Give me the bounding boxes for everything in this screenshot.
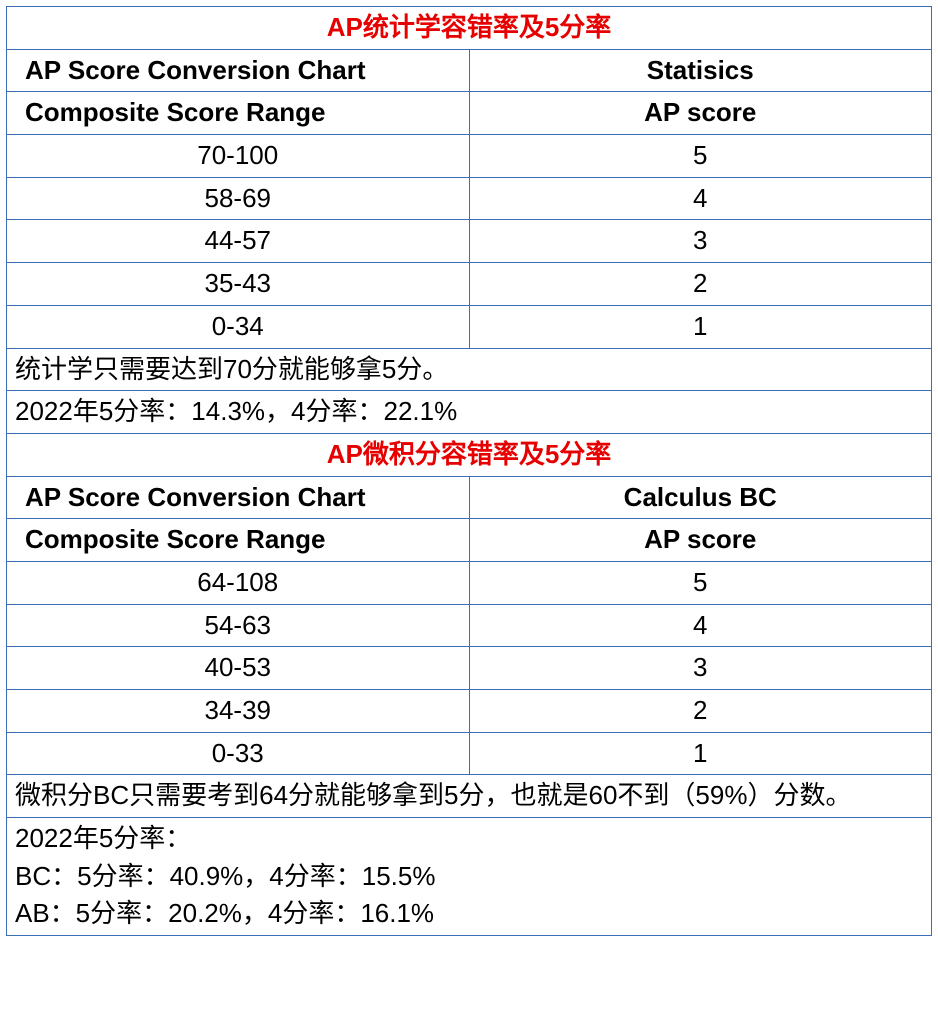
table-row: 34-392 [7,690,932,733]
ap-score: 4 [469,604,932,647]
ap-score: 4 [469,177,932,220]
table-row: 64-1085 [7,561,932,604]
ap-score: 5 [469,135,932,178]
table-row: 44-573 [7,220,932,263]
score-range: 34-39 [7,690,470,733]
header-left-2: Composite Score Range [7,92,470,135]
ap-score: 3 [469,647,932,690]
table-row: 54-634 [7,604,932,647]
score-range: 0-33 [7,732,470,775]
section-title-row: AP统计学容错率及5分率 [7,7,932,50]
ap-score-table: AP统计学容错率及5分率 AP Score Conversion Chart S… [6,6,932,936]
score-range: 35-43 [7,263,470,306]
header-left-2: Composite Score Range [7,519,470,562]
header-row-1: AP Score Conversion Chart Calculus BC [7,476,932,519]
note-row: 2022年5分率：14.3%，4分率：22.1% [7,391,932,434]
table-row: 35-432 [7,263,932,306]
header-row-2: Composite Score Range AP score [7,519,932,562]
header-right-1: Statisics [469,49,932,92]
section-title: AP微积分容错率及5分率 [7,433,932,476]
header-right-2: AP score [469,92,932,135]
note-text: 统计学只需要达到70分就能够拿5分。 [7,348,932,391]
score-range: 44-57 [7,220,470,263]
table-row: 0-341 [7,305,932,348]
header-row-1: AP Score Conversion Chart Statisics [7,49,932,92]
score-range: 0-34 [7,305,470,348]
score-range: 58-69 [7,177,470,220]
header-row-2: Composite Score Range AP score [7,92,932,135]
table-row: 58-694 [7,177,932,220]
note-row: 统计学只需要达到70分就能够拿5分。 [7,348,932,391]
note-row: 2022年5分率： BC：5分率：40.9%，4分率：15.5% AB：5分率：… [7,818,932,936]
score-range: 64-108 [7,561,470,604]
ap-score: 1 [469,305,932,348]
score-range: 70-100 [7,135,470,178]
header-left-1: AP Score Conversion Chart [7,49,470,92]
table-row: 40-533 [7,647,932,690]
note-text: 微积分BC只需要考到64分就能够拿到5分，也就是60不到（59%）分数。 [7,775,932,818]
note-row: 微积分BC只需要考到64分就能够拿到5分，也就是60不到（59%）分数。 [7,775,932,818]
score-range: 54-63 [7,604,470,647]
ap-score: 2 [469,690,932,733]
section-title: AP统计学容错率及5分率 [7,7,932,50]
ap-score: 1 [469,732,932,775]
ap-score: 3 [469,220,932,263]
header-right-2: AP score [469,519,932,562]
ap-score: 2 [469,263,932,306]
table-row: 70-1005 [7,135,932,178]
header-right-1: Calculus BC [469,476,932,519]
ap-score: 5 [469,561,932,604]
score-range: 40-53 [7,647,470,690]
note-text: 2022年5分率：14.3%，4分率：22.1% [7,391,932,434]
note-text: 2022年5分率： BC：5分率：40.9%，4分率：15.5% AB：5分率：… [7,818,932,936]
section-title-row: AP微积分容错率及5分率 [7,433,932,476]
table-row: 0-331 [7,732,932,775]
header-left-1: AP Score Conversion Chart [7,476,470,519]
